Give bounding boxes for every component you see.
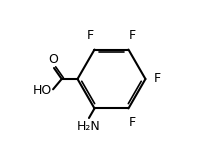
Text: F: F <box>129 29 136 42</box>
Text: F: F <box>154 73 161 85</box>
Text: F: F <box>86 29 94 42</box>
Text: F: F <box>129 116 136 129</box>
Text: O: O <box>48 53 58 66</box>
Text: H₂N: H₂N <box>77 120 101 133</box>
Text: HO: HO <box>33 84 52 97</box>
